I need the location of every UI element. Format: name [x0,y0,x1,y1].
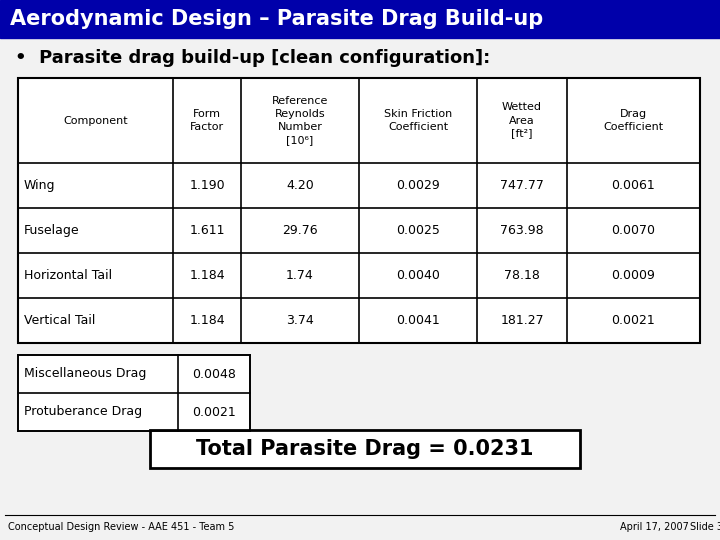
Text: 0.0041: 0.0041 [396,314,440,327]
Text: 4.20: 4.20 [286,179,314,192]
Text: Wetted: Wetted [502,103,542,112]
Text: Wing: Wing [24,179,55,192]
Text: 0.0025: 0.0025 [396,224,440,237]
Text: 747.77: 747.77 [500,179,544,192]
Text: •  Parasite drag build-up [clean configuration]:: • Parasite drag build-up [clean configur… [15,49,490,67]
Text: April 17, 2007: April 17, 2007 [620,522,689,532]
Text: Conceptual Design Review - AAE 451 - Team 5: Conceptual Design Review - AAE 451 - Tea… [8,522,235,532]
Text: Area: Area [509,116,535,125]
Text: 0.0040: 0.0040 [396,269,440,282]
Text: 763.98: 763.98 [500,224,544,237]
Text: 1.74: 1.74 [286,269,314,282]
Text: 1.184: 1.184 [189,314,225,327]
Text: 78.18: 78.18 [504,269,540,282]
Text: Coefficient: Coefficient [603,122,664,132]
Text: Skin Friction: Skin Friction [384,109,452,119]
Text: 1.190: 1.190 [189,179,225,192]
Text: Vertical Tail: Vertical Tail [24,314,95,327]
Text: Factor: Factor [190,122,224,132]
Text: 0.0029: 0.0029 [396,179,440,192]
Text: [ft²]: [ft²] [511,129,533,138]
Text: 0.0061: 0.0061 [611,179,655,192]
Text: Drag: Drag [620,109,647,119]
Text: 0.0048: 0.0048 [192,368,236,381]
Text: Slide 30: Slide 30 [690,522,720,532]
Text: Miscellaneous Drag: Miscellaneous Drag [24,368,146,381]
Text: 1.611: 1.611 [189,224,225,237]
Text: 181.27: 181.27 [500,314,544,327]
Text: Fuselage: Fuselage [24,224,80,237]
Text: Horizontal Tail: Horizontal Tail [24,269,112,282]
Text: Component: Component [63,116,128,125]
Text: Coefficient: Coefficient [388,122,448,132]
Text: 29.76: 29.76 [282,224,318,237]
Text: 0.0021: 0.0021 [611,314,655,327]
Text: 0.0021: 0.0021 [192,406,236,419]
Text: Reynolds: Reynolds [275,109,325,119]
Text: 0.0070: 0.0070 [611,224,655,237]
Text: Reference: Reference [272,96,328,106]
Text: 0.0009: 0.0009 [611,269,655,282]
Text: [10⁶]: [10⁶] [287,135,314,145]
Text: Form: Form [193,109,221,119]
Text: Total Parasite Drag = 0.0231: Total Parasite Drag = 0.0231 [197,439,534,459]
Text: Aerodynamic Design – Parasite Drag Build-up: Aerodynamic Design – Parasite Drag Build… [10,9,544,29]
Text: 3.74: 3.74 [286,314,314,327]
Text: 1.184: 1.184 [189,269,225,282]
Text: Number: Number [278,122,323,132]
Text: Protuberance Drag: Protuberance Drag [24,406,142,419]
